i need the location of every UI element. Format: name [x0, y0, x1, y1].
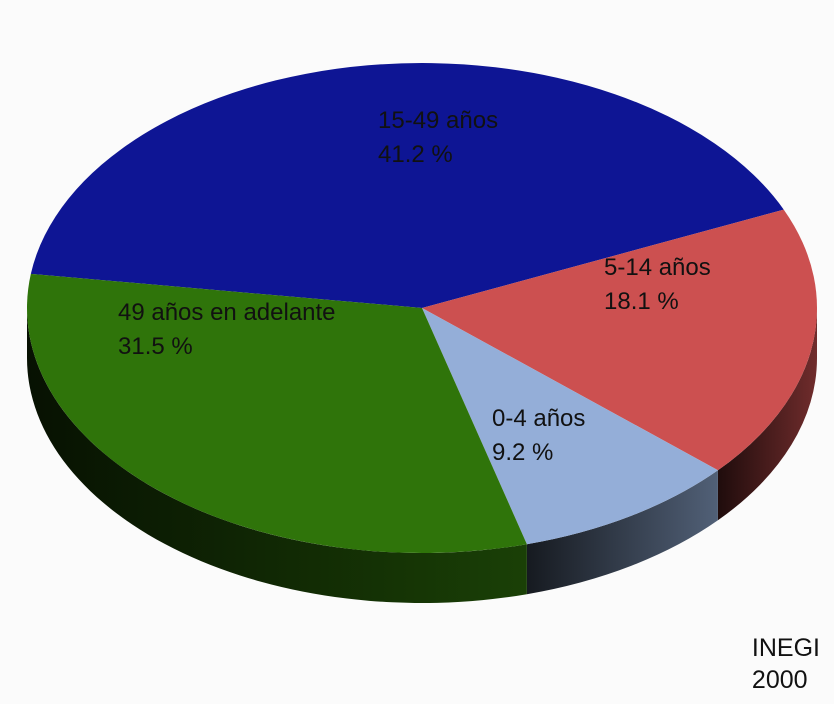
- pie-side: [526, 470, 718, 595]
- pie-slice-1: [422, 209, 817, 471]
- slice-value-1: 18.1 %: [604, 288, 679, 315]
- slice-label-2: 0-4 años: [492, 405, 585, 432]
- slice-value-3: 31.5 %: [118, 333, 193, 360]
- pie-side: [717, 308, 817, 521]
- slice-label-3: 49 años en adelante: [118, 299, 336, 326]
- pie-top: [27, 63, 817, 553]
- pie-slice-0: [30, 63, 784, 308]
- slice-label-0: 15-49 años: [378, 107, 498, 134]
- slice-value-0: 41.2 %: [378, 141, 453, 168]
- pie-slice-2: [422, 308, 718, 545]
- slice-value-2: 9.2 %: [492, 439, 553, 466]
- source-name: INEGI: [751, 634, 820, 662]
- slice-label-1: 5-14 años: [604, 254, 711, 281]
- pie-slice-3: [27, 273, 527, 553]
- pie-sides: [27, 308, 817, 603]
- source-year: 2000: [751, 666, 808, 694]
- source-note: INEGI 2000: [752, 632, 820, 696]
- pie-side: [27, 308, 527, 603]
